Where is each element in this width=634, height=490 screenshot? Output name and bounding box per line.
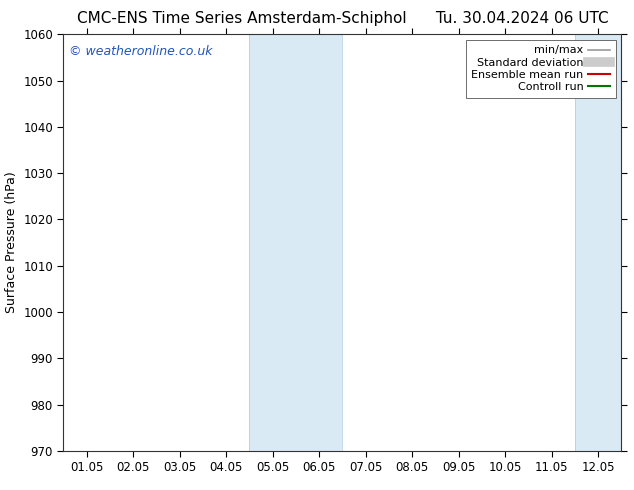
Title: CMC-ENS Time Series Amsterdam-Schiphol      Tu. 30.04.2024 06 UTC: CMC-ENS Time Series Amsterdam-Schiphol T… (77, 11, 608, 26)
Bar (249, 34, 342, 451)
Text: © weatheronline.co.uk: © weatheronline.co.uk (69, 45, 212, 58)
Legend: min/max, Standard deviation, Ensemble mean run, Controll run: min/max, Standard deviation, Ensemble me… (466, 40, 616, 98)
Y-axis label: Surface Pressure (hPa): Surface Pressure (hPa) (4, 172, 18, 314)
Bar (575, 34, 634, 451)
